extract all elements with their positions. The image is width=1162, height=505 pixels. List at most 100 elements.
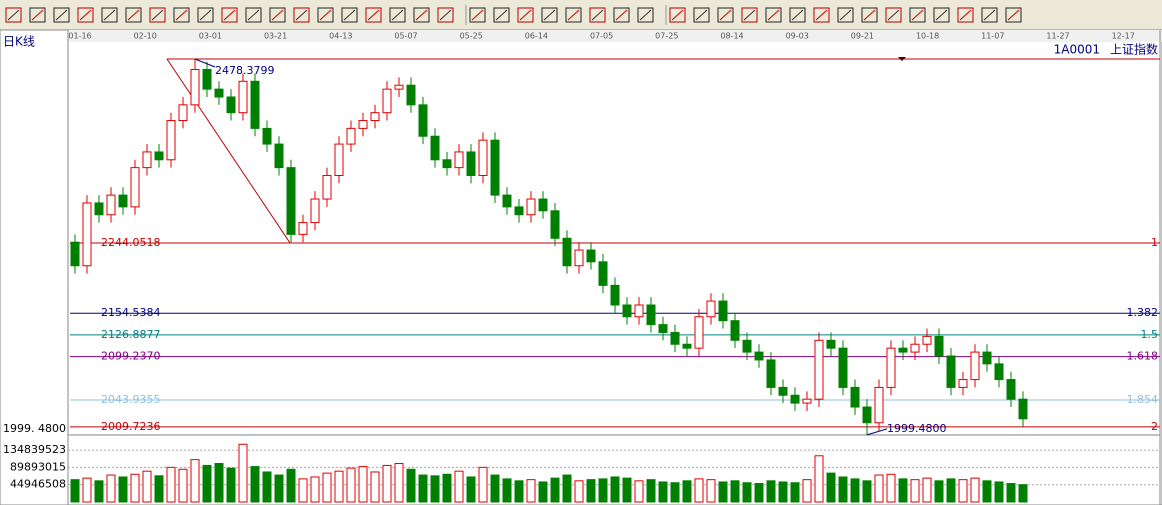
candle-body — [238, 80, 248, 114]
volume-bar — [694, 478, 704, 503]
tool-button[interactable] — [909, 7, 926, 23]
tool-icon — [861, 7, 878, 23]
volume-bar — [286, 468, 296, 503]
tool-icon-stroke — [103, 9, 116, 21]
volume-bar — [298, 478, 308, 503]
candle-body — [922, 335, 932, 345]
candle-body — [982, 351, 992, 365]
tool-icon — [669, 7, 686, 23]
tool-button[interactable] — [541, 7, 558, 23]
tool-icon-stroke — [615, 9, 628, 21]
tool-button[interactable] — [53, 7, 70, 23]
tool-button[interactable] — [693, 7, 710, 23]
tool-icon-stroke — [247, 9, 260, 21]
candle-body — [466, 151, 476, 176]
volume-bar — [1006, 483, 1016, 503]
volume-bar — [274, 474, 284, 503]
volume-bar — [130, 473, 140, 503]
tool-icon-stroke — [295, 9, 308, 21]
candle-body — [946, 355, 956, 388]
tool-icon-stroke — [719, 9, 732, 21]
tool-icon — [637, 7, 654, 23]
volume-bar — [850, 478, 860, 503]
tool-button[interactable] — [149, 7, 166, 23]
volume-bar — [562, 474, 572, 503]
volume-bar — [778, 481, 788, 503]
tool-button[interactable] — [389, 7, 406, 23]
tool-button[interactable] — [77, 7, 94, 23]
volume-bar — [646, 479, 656, 503]
tool-button[interactable] — [173, 7, 190, 23]
tool-icon-stroke — [271, 9, 284, 21]
tool-button[interactable] — [765, 7, 782, 23]
tool-button[interactable] — [437, 7, 454, 23]
tool-button[interactable] — [341, 7, 358, 23]
tool-button[interactable] — [365, 7, 382, 23]
tool-button[interactable] — [269, 7, 286, 23]
volume-bar — [898, 478, 908, 503]
tool-icon — [789, 7, 806, 23]
volume-bar — [610, 476, 620, 503]
candle-body — [166, 120, 176, 161]
candle-body — [730, 320, 740, 341]
tool-icon — [317, 7, 334, 23]
chart-frame — [0, 29, 1162, 505]
candle-body — [826, 339, 836, 349]
tool-icon — [741, 7, 758, 23]
tool-button[interactable] — [293, 7, 310, 23]
tool-button[interactable] — [565, 7, 582, 23]
volume-bar — [574, 480, 584, 503]
tool-icon-stroke — [767, 9, 780, 21]
date-label: 10-18 — [916, 32, 939, 41]
volume-bar — [970, 477, 980, 503]
tool-icon — [493, 7, 510, 23]
volume-bar — [442, 473, 452, 503]
tool-button[interactable] — [789, 7, 806, 23]
tool-button[interactable] — [637, 7, 654, 23]
tool-button[interactable] — [197, 7, 214, 23]
volume-bar — [754, 483, 764, 503]
tool-button[interactable] — [837, 7, 854, 23]
tool-button[interactable] — [813, 7, 830, 23]
tool-button[interactable] — [29, 7, 46, 23]
tool-icon — [101, 7, 118, 23]
tool-button[interactable] — [933, 7, 950, 23]
tool-button[interactable] — [717, 7, 734, 23]
tool-button[interactable] — [885, 7, 902, 23]
volume-bar — [238, 443, 248, 503]
tool-button[interactable] — [957, 7, 974, 23]
tool-button[interactable] — [613, 7, 630, 23]
volume-bar — [742, 482, 752, 503]
volume-bar — [118, 476, 128, 503]
candle-body — [670, 331, 680, 345]
tool-button[interactable] — [469, 7, 486, 23]
tool-button[interactable] — [517, 7, 534, 23]
tool-button[interactable] — [589, 7, 606, 23]
volume-bar — [934, 480, 944, 503]
tool-icon-stroke — [863, 9, 876, 21]
tool-button[interactable] — [493, 7, 510, 23]
candle-body — [814, 339, 824, 400]
tool-button[interactable] — [101, 7, 118, 23]
candle-body — [598, 261, 608, 286]
candle-body — [358, 120, 368, 129]
tool-button[interactable] — [861, 7, 878, 23]
tool-button[interactable] — [221, 7, 238, 23]
volume-bar — [886, 473, 896, 503]
volume-bar — [838, 476, 848, 503]
tool-button[interactable] — [741, 7, 758, 23]
y-tick-label: 1999. 4800 — [3, 422, 66, 435]
tool-button[interactable] — [5, 7, 22, 23]
candle-body — [502, 194, 512, 208]
candle-body — [262, 127, 272, 145]
tool-button[interactable] — [125, 7, 142, 23]
tool-button[interactable] — [413, 7, 430, 23]
tool-button[interactable] — [1005, 7, 1022, 23]
tool-button[interactable] — [317, 7, 334, 23]
fib-price-label: 2009.7236 — [101, 420, 161, 433]
tool-button[interactable] — [669, 7, 686, 23]
tool-button[interactable] — [245, 7, 262, 23]
tool-icon-stroke — [887, 9, 900, 21]
tool-button[interactable] — [981, 7, 998, 23]
